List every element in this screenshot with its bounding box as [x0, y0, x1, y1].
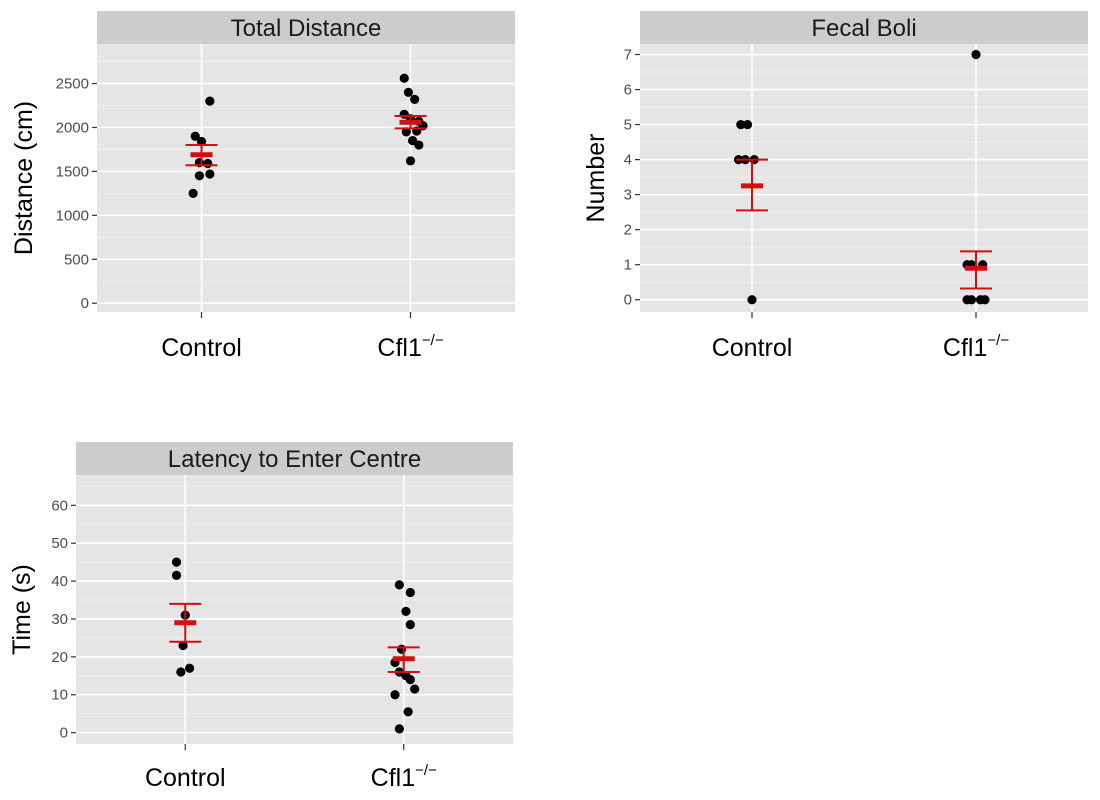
- y-tick-label: 30: [51, 611, 68, 628]
- y-tick-label: 500: [64, 251, 89, 268]
- data-point: [980, 295, 990, 305]
- data-point: [205, 169, 215, 179]
- y-tick-label: 1000: [56, 207, 89, 224]
- data-point: [171, 570, 182, 581]
- y-axis-title: Distance (cm): [10, 101, 38, 255]
- data-point: [414, 140, 424, 150]
- data-point: [390, 690, 400, 700]
- data-point: [185, 663, 195, 673]
- data-point: [396, 644, 407, 654]
- data-point: [405, 620, 415, 630]
- y-tick-label: 6: [624, 82, 632, 99]
- chart-title: Total Distance: [231, 15, 382, 42]
- y-tick-label: 60: [51, 497, 68, 514]
- y-tick-label: 3: [624, 187, 632, 204]
- y-tick-label: 2500: [56, 76, 89, 93]
- data-point: [403, 707, 413, 717]
- y-tick-label: 4: [624, 152, 632, 169]
- x-tick-label: Control: [712, 334, 793, 362]
- panel-background: [97, 44, 515, 312]
- data-point: [178, 640, 188, 651]
- strip-background: [76, 442, 513, 475]
- y-tick-label: 0: [624, 292, 632, 309]
- data-point: [194, 171, 205, 181]
- data-point: [401, 127, 411, 137]
- y-tick-label: 2000: [56, 119, 89, 136]
- y-tick-label: 0: [60, 725, 68, 742]
- data-point: [399, 73, 409, 83]
- data-point: [747, 295, 757, 305]
- x-tick-label: Cfl1−/−: [943, 332, 1009, 362]
- x-tick-label: Cfl1−/−: [377, 332, 443, 362]
- y-tick-label: 40: [51, 573, 68, 590]
- data-point: [405, 156, 416, 166]
- data-point: [742, 119, 753, 130]
- y-tick-label: 10: [51, 687, 68, 704]
- y-axis-title: Time (s): [8, 564, 36, 655]
- y-tick-label: 0: [81, 295, 89, 312]
- panel-background: [76, 475, 513, 744]
- data-point: [401, 606, 411, 616]
- data-point: [394, 724, 404, 734]
- data-point: [190, 131, 200, 141]
- x-tick-label: Control: [145, 764, 226, 792]
- data-point: [971, 49, 981, 60]
- data-point: [405, 587, 415, 598]
- y-tick-label: 1500: [56, 163, 89, 180]
- chart-title: Latency to Enter Centre: [168, 446, 421, 473]
- data-point: [171, 557, 182, 567]
- y-tick-label: 5: [624, 117, 632, 134]
- data-point: [405, 674, 415, 685]
- x-tick-label: Control: [161, 334, 242, 362]
- data-point: [196, 136, 207, 147]
- y-tick-label: 1: [624, 257, 632, 274]
- chart-panel-3: Latency to Enter Centre 0 10 20 30 40 50 60 Cont…: [8, 442, 513, 792]
- y-tick-label: 50: [51, 535, 68, 552]
- data-point: [403, 87, 414, 97]
- y-tick-label: 7: [624, 47, 632, 64]
- data-point: [410, 684, 420, 694]
- data-point: [176, 667, 186, 677]
- y-tick-label: 2: [624, 222, 632, 239]
- strip-background: [640, 11, 1088, 44]
- strip-background: [97, 11, 515, 44]
- data-point: [203, 158, 213, 169]
- data-point: [966, 295, 977, 305]
- x-tick-label: Cfl1−/−: [371, 762, 437, 792]
- chart-panel-2: Fecal Boli 0 1 2 3 4 5 6 7 Control Cfl1−/− Number: [582, 11, 1088, 362]
- y-axis-title: Number: [582, 134, 610, 223]
- chart-panel-1: Total Distance 0 500 1000 1500 2000 2500 Contro…: [10, 11, 515, 362]
- data-point: [410, 94, 420, 104]
- data-point: [736, 119, 746, 130]
- data-point: [205, 96, 215, 106]
- y-tick-label: 20: [51, 649, 68, 666]
- chart-title: Fecal Boli: [811, 15, 916, 42]
- data-point: [188, 188, 198, 198]
- panel-background: [640, 44, 1088, 312]
- data-point: [394, 580, 404, 590]
